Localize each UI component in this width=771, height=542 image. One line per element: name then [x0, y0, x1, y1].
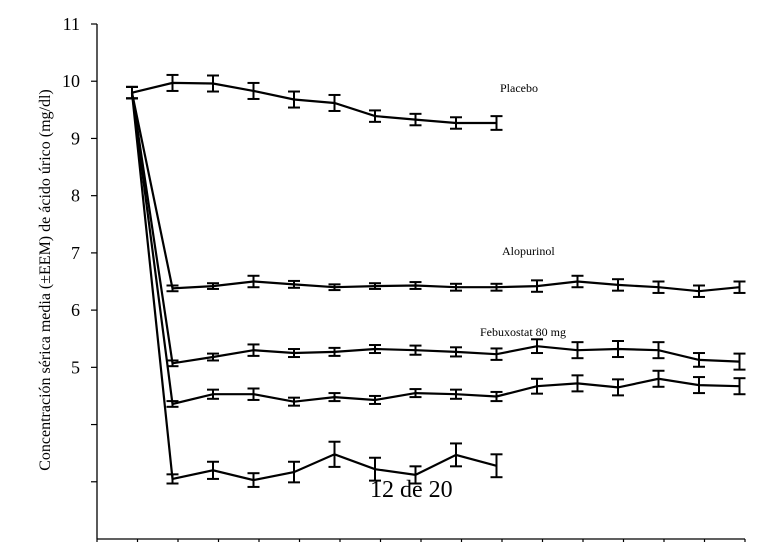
error-bar — [531, 338, 543, 355]
error-bar — [450, 442, 462, 468]
error-bar — [490, 115, 503, 131]
y-ticks: 5 6 7 8 9 10 11 — [62, 14, 97, 483]
error-bar — [328, 283, 341, 292]
error-bar — [207, 74, 219, 93]
error-bar — [652, 369, 665, 388]
series-label: Febuxostat 80 mg — [480, 325, 566, 339]
error-bar — [450, 346, 462, 358]
error-bar — [733, 377, 746, 396]
error-bar — [369, 394, 381, 405]
error-bar — [652, 341, 665, 360]
error-bar — [247, 387, 260, 401]
error-bar — [490, 453, 503, 479]
error-bar — [288, 460, 300, 484]
series-group — [126, 73, 746, 488]
error-bar — [369, 109, 381, 123]
error-bar — [126, 85, 138, 100]
error-bar — [612, 340, 624, 359]
error-bar — [409, 112, 422, 127]
error-bar — [207, 388, 219, 400]
series-line — [130, 92, 740, 293]
error-bar — [207, 352, 219, 362]
error-bar — [328, 440, 341, 468]
error-bar — [328, 392, 341, 403]
error-bar — [288, 396, 300, 407]
error-bar — [207, 282, 219, 290]
error-bar — [490, 347, 503, 361]
y-tick-label: 10 — [62, 71, 80, 91]
series-3 — [126, 85, 746, 371]
error-bar — [207, 460, 219, 480]
error-bar — [571, 374, 584, 393]
error-bar — [166, 400, 179, 408]
error-bar — [490, 282, 503, 292]
y-tick-label: 9 — [71, 128, 80, 148]
series-line — [130, 92, 497, 482]
error-bar — [693, 376, 705, 395]
error-bar — [369, 344, 381, 355]
series-label: Placebo — [500, 81, 538, 95]
error-bar — [166, 473, 179, 485]
error-bar — [409, 388, 422, 399]
series-line — [131, 81, 497, 125]
error-bar — [247, 274, 260, 289]
error-bar — [288, 348, 300, 359]
error-bar — [409, 344, 422, 356]
y-axis-label: Concentración sérica media (±EEM) de áci… — [37, 89, 54, 471]
error-bar — [166, 73, 179, 92]
error-bar — [288, 279, 300, 289]
series-line — [130, 92, 740, 365]
error-bar — [450, 282, 462, 292]
series-line — [130, 92, 740, 406]
error-bar — [733, 352, 746, 371]
series-2 — [126, 85, 746, 298]
error-bar — [693, 352, 705, 368]
x-ticks — [96, 539, 746, 542]
series-labels: Placebo Alopurinol Febuxostat 80 mg — [480, 81, 566, 339]
error-bar — [531, 279, 543, 293]
y-tick-label: 8 — [71, 186, 80, 206]
error-bar — [571, 274, 584, 289]
error-bar — [328, 346, 341, 357]
error-bar — [571, 341, 584, 360]
error-bar — [328, 93, 341, 112]
error-bar — [531, 377, 543, 395]
error-bar — [693, 284, 705, 298]
error-bar — [490, 390, 503, 403]
error-bar — [652, 280, 665, 294]
series-label: Alopurinol — [502, 244, 555, 258]
series-5 — [126, 85, 503, 488]
error-bar — [450, 388, 462, 400]
error-bar — [247, 81, 260, 100]
y-tick-label: 5 — [71, 357, 80, 377]
error-bar — [612, 278, 624, 292]
y-tick-label: 11 — [63, 14, 80, 34]
y-tick-label: 6 — [71, 300, 80, 320]
error-bar — [247, 472, 260, 488]
error-bar — [409, 281, 422, 290]
error-bar — [166, 284, 179, 293]
error-bar — [450, 116, 462, 130]
error-bar — [409, 465, 422, 485]
page-number-note: 12 de 20 — [370, 477, 453, 503]
error-bar — [247, 343, 260, 357]
series-4 — [126, 85, 746, 408]
y-tick-label: 7 — [71, 243, 80, 263]
error-bar — [288, 90, 300, 109]
error-bar — [369, 456, 381, 482]
error-bar — [733, 280, 746, 294]
series-1 — [126, 73, 503, 131]
error-bar — [369, 282, 381, 290]
error-bar — [612, 378, 624, 397]
